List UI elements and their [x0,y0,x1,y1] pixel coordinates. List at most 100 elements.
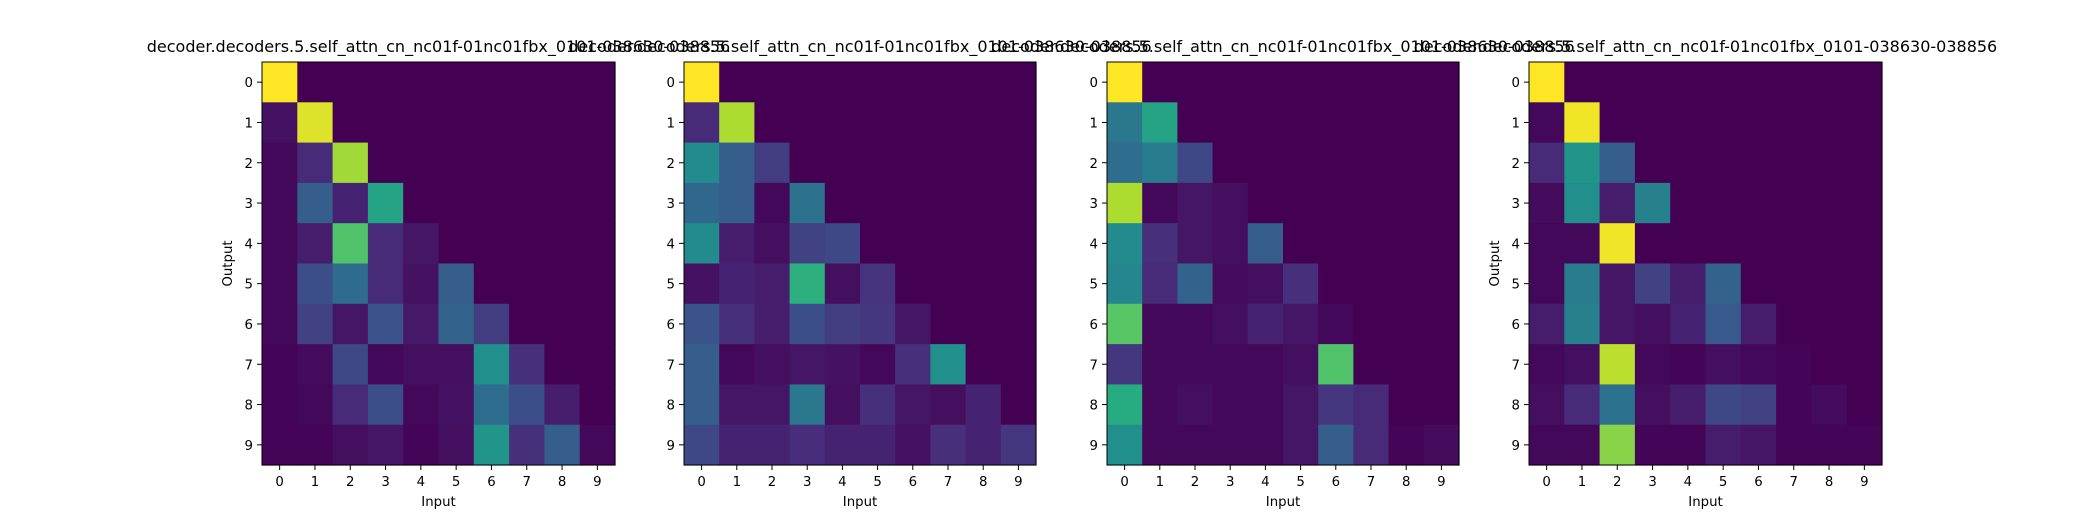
heatmap-cell-r0-c9 [1000,62,1037,103]
heatmap-cell-r3-c1 [1142,182,1178,224]
heatmap-cell-r3-c5 [438,182,475,224]
heatmap-cell-r0-c9 [1423,62,1460,103]
heatmap-cell-r2-c7 [509,142,545,184]
heatmap-cell-r2-c2 [1177,142,1214,184]
heatmap-panel-3: 0 1 2 3 4 5 6 7 8 9 0 1 2 3 4 5 6 7 8 9 Input decoder.decoder… [991,37,1574,510]
heatmap-cell-r0-c4 [403,62,440,103]
heatmap-cell-r7-c5 [1283,344,1319,385]
heatmap-cell-r0-c0 [684,62,720,103]
heatmap-cell-r2-c4 [1247,142,1284,184]
y-tick-label: 8 [245,399,253,414]
heatmap-cell-r4-c2 [754,223,791,265]
y-tick-label: 3 [1090,197,1098,212]
x-tick-label: 4 [417,475,425,490]
heatmap-cell-r8-c6 [895,384,931,426]
heatmap-cell-r3-c3 [789,182,826,224]
heatmap-cell-r4-c1 [1564,223,1601,265]
x-axis-label: Input [1266,495,1300,510]
heatmap-cell-r5-c6 [473,263,510,305]
heatmap-cell-r6-c4 [1247,303,1284,345]
heatmap-cell-r4-c1 [297,223,334,265]
x-tick-label: 0 [1120,475,1128,490]
heatmap-cell-r4-c5 [438,223,475,265]
heatmap-cell-r5-c3 [367,263,404,305]
heatmap-cell-r4-c7 [509,223,545,265]
heatmap-cell-r2-c5 [1705,142,1742,184]
x-tick-label: 1 [733,475,741,490]
heatmap-cell-r6-c2 [1177,303,1214,345]
heatmap-cell-r4-c8 [1388,223,1425,265]
heatmap-cell-r9-c2 [1177,424,1214,466]
heatmap-cell-r4-c2 [332,223,369,265]
heatmap-cell-r8-c4 [403,384,440,426]
heatmap-cell-r6-c3 [789,303,826,345]
heatmap-cell-r8-c6 [1318,384,1354,426]
heatmap-cell-r0-c6 [895,62,931,103]
heatmap-cell-r9-c9 [1846,424,1883,466]
y-tick-label: 8 [1512,399,1520,414]
heatmap-cell-r5-c8 [1811,263,1848,305]
heatmap-cell-r3-c4 [1247,182,1284,224]
heatmap-cell-r9-c6 [1318,424,1354,466]
y-tick-label: 4 [667,237,675,252]
heatmap-cell-r8-c7 [1776,384,1812,426]
heatmap-cell-r9-c9 [1000,424,1037,466]
heatmap-cell-r6-c9 [1423,303,1460,345]
x-tick-label: 9 [1860,475,1868,490]
heatmap-cell-r0-c7 [509,62,545,103]
heatmap-cell-r0-c7 [1353,62,1390,103]
heatmap-cell-r4-c7 [930,223,967,265]
heatmap-cell-r1-c2 [1177,102,1214,144]
heatmap-cell-r8-c9 [1423,384,1460,426]
heatmap-cell-r3-c6 [473,182,510,224]
y-tick-label: 8 [667,399,675,414]
heatmap-cell-r1-c9 [1846,102,1883,144]
heatmap-cell-r6-c2 [754,303,791,345]
heatmap-cell-r7-c6 [1318,344,1354,385]
heatmap-cell-r1-c2 [1599,102,1636,144]
axes-frame [1106,61,1460,466]
heatmap-cell-r1-c5 [438,102,475,144]
heatmap-cell-r2-c9 [1000,142,1037,184]
heatmap-cell-r1-c7 [1776,102,1812,144]
y-tick-label: 7 [245,358,253,373]
x-tick-label: 7 [523,475,531,490]
y-tick-label: 2 [667,157,675,172]
heatmap-cell-r1-c2 [754,102,791,144]
heatmap-cell-r8-c3 [367,384,404,426]
heatmap-cell-r2-c5 [438,142,475,184]
heatmap-cell-r4-c3 [367,223,404,265]
heatmap-cell-r5-c7 [930,263,967,305]
heatmap-cell-r0-c3 [1212,62,1249,103]
heatmap-cell-r4-c4 [1670,223,1707,265]
heatmap-cell-r4-c6 [473,223,510,265]
heatmap-cell-r9-c6 [473,424,510,466]
heatmap-cell-r3-c0 [684,182,720,224]
heatmap-cell-r7-c2 [1599,344,1636,385]
heatmap-cell-r8-c0 [1529,384,1565,426]
heatmap-cell-r0-c8 [1388,62,1425,103]
heatmap-cell-r8-c3 [1634,384,1671,426]
heatmap-cell-r4-c2 [1599,223,1636,265]
heatmap-panel-1: 0 1 2 3 4 5 6 7 8 9 0 1 2 3 4 5 6 7 8 9 Input Output decoder.d… [147,37,730,510]
heatmap-cell-r5-c0 [1107,263,1143,305]
heatmap-cell-r8-c3 [1212,384,1249,426]
heatmap-cell-r3-c7 [1353,182,1390,224]
x-tick-label: 4 [1684,475,1692,490]
heatmap-cell-r3-c5 [1283,182,1319,224]
heatmap-cell-r9-c1 [719,424,755,466]
heatmap-cell-r1-c8 [1388,102,1425,144]
heatmap-cell-r5-c3 [789,263,826,305]
heatmap-cell-r6-c0 [262,303,298,345]
heatmap-cell-r1-c0 [1529,102,1565,144]
heatmap-cell-r7-c4 [1670,344,1707,385]
heatmap-cell-r5-c6 [1740,263,1777,305]
heatmap-cell-r1-c5 [860,102,896,144]
axes-frame [261,61,616,466]
heatmap-cell-r8-c5 [860,384,896,426]
heatmap-cell-r4-c9 [1000,223,1037,265]
heatmap-cell-r1-c8 [544,102,581,144]
heatmap-cell-r6-c5 [1283,303,1319,345]
heatmap-cell-r7-c3 [1212,344,1249,385]
